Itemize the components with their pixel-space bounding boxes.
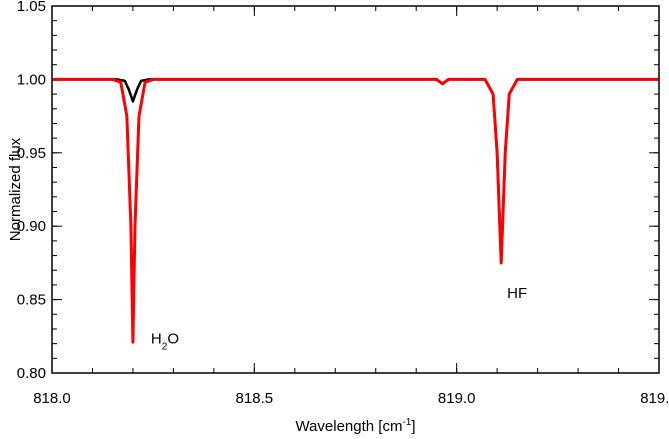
axis-ticks <box>51 5 660 374</box>
series-line-0 <box>52 78 659 265</box>
x-axis-title: Wavelength [cm-1] <box>295 417 415 435</box>
tick-labels: 818.0 818.5 819.0 819.5 0.80 0.85 0.90 0.95 1.00… <box>17 0 669 407</box>
annotation-1: HF <box>507 285 527 302</box>
series-group <box>52 77 659 344</box>
x-tick-label: 818.0 <box>33 390 71 407</box>
y-tick-label: 0.85 <box>17 292 46 309</box>
series-line-1 <box>52 77 659 344</box>
plot-frame <box>51 5 660 374</box>
x-tick-label: 818.5 <box>236 390 274 407</box>
annotation-0: H2O <box>151 331 179 353</box>
y-tick-label: 0.95 <box>17 145 46 162</box>
y-tick-label: 1.00 <box>17 71 46 88</box>
y-axis-title: Normalized flux <box>7 137 24 241</box>
y-tick-label: 0.80 <box>17 365 46 382</box>
y-tick-label: 0.90 <box>17 218 46 235</box>
y-tick-label: 1.05 <box>17 0 46 15</box>
x-tick-label: 819.0 <box>438 390 476 407</box>
x-tick-label: 819.5 <box>640 390 669 407</box>
annotations: H2O HF <box>151 285 527 353</box>
